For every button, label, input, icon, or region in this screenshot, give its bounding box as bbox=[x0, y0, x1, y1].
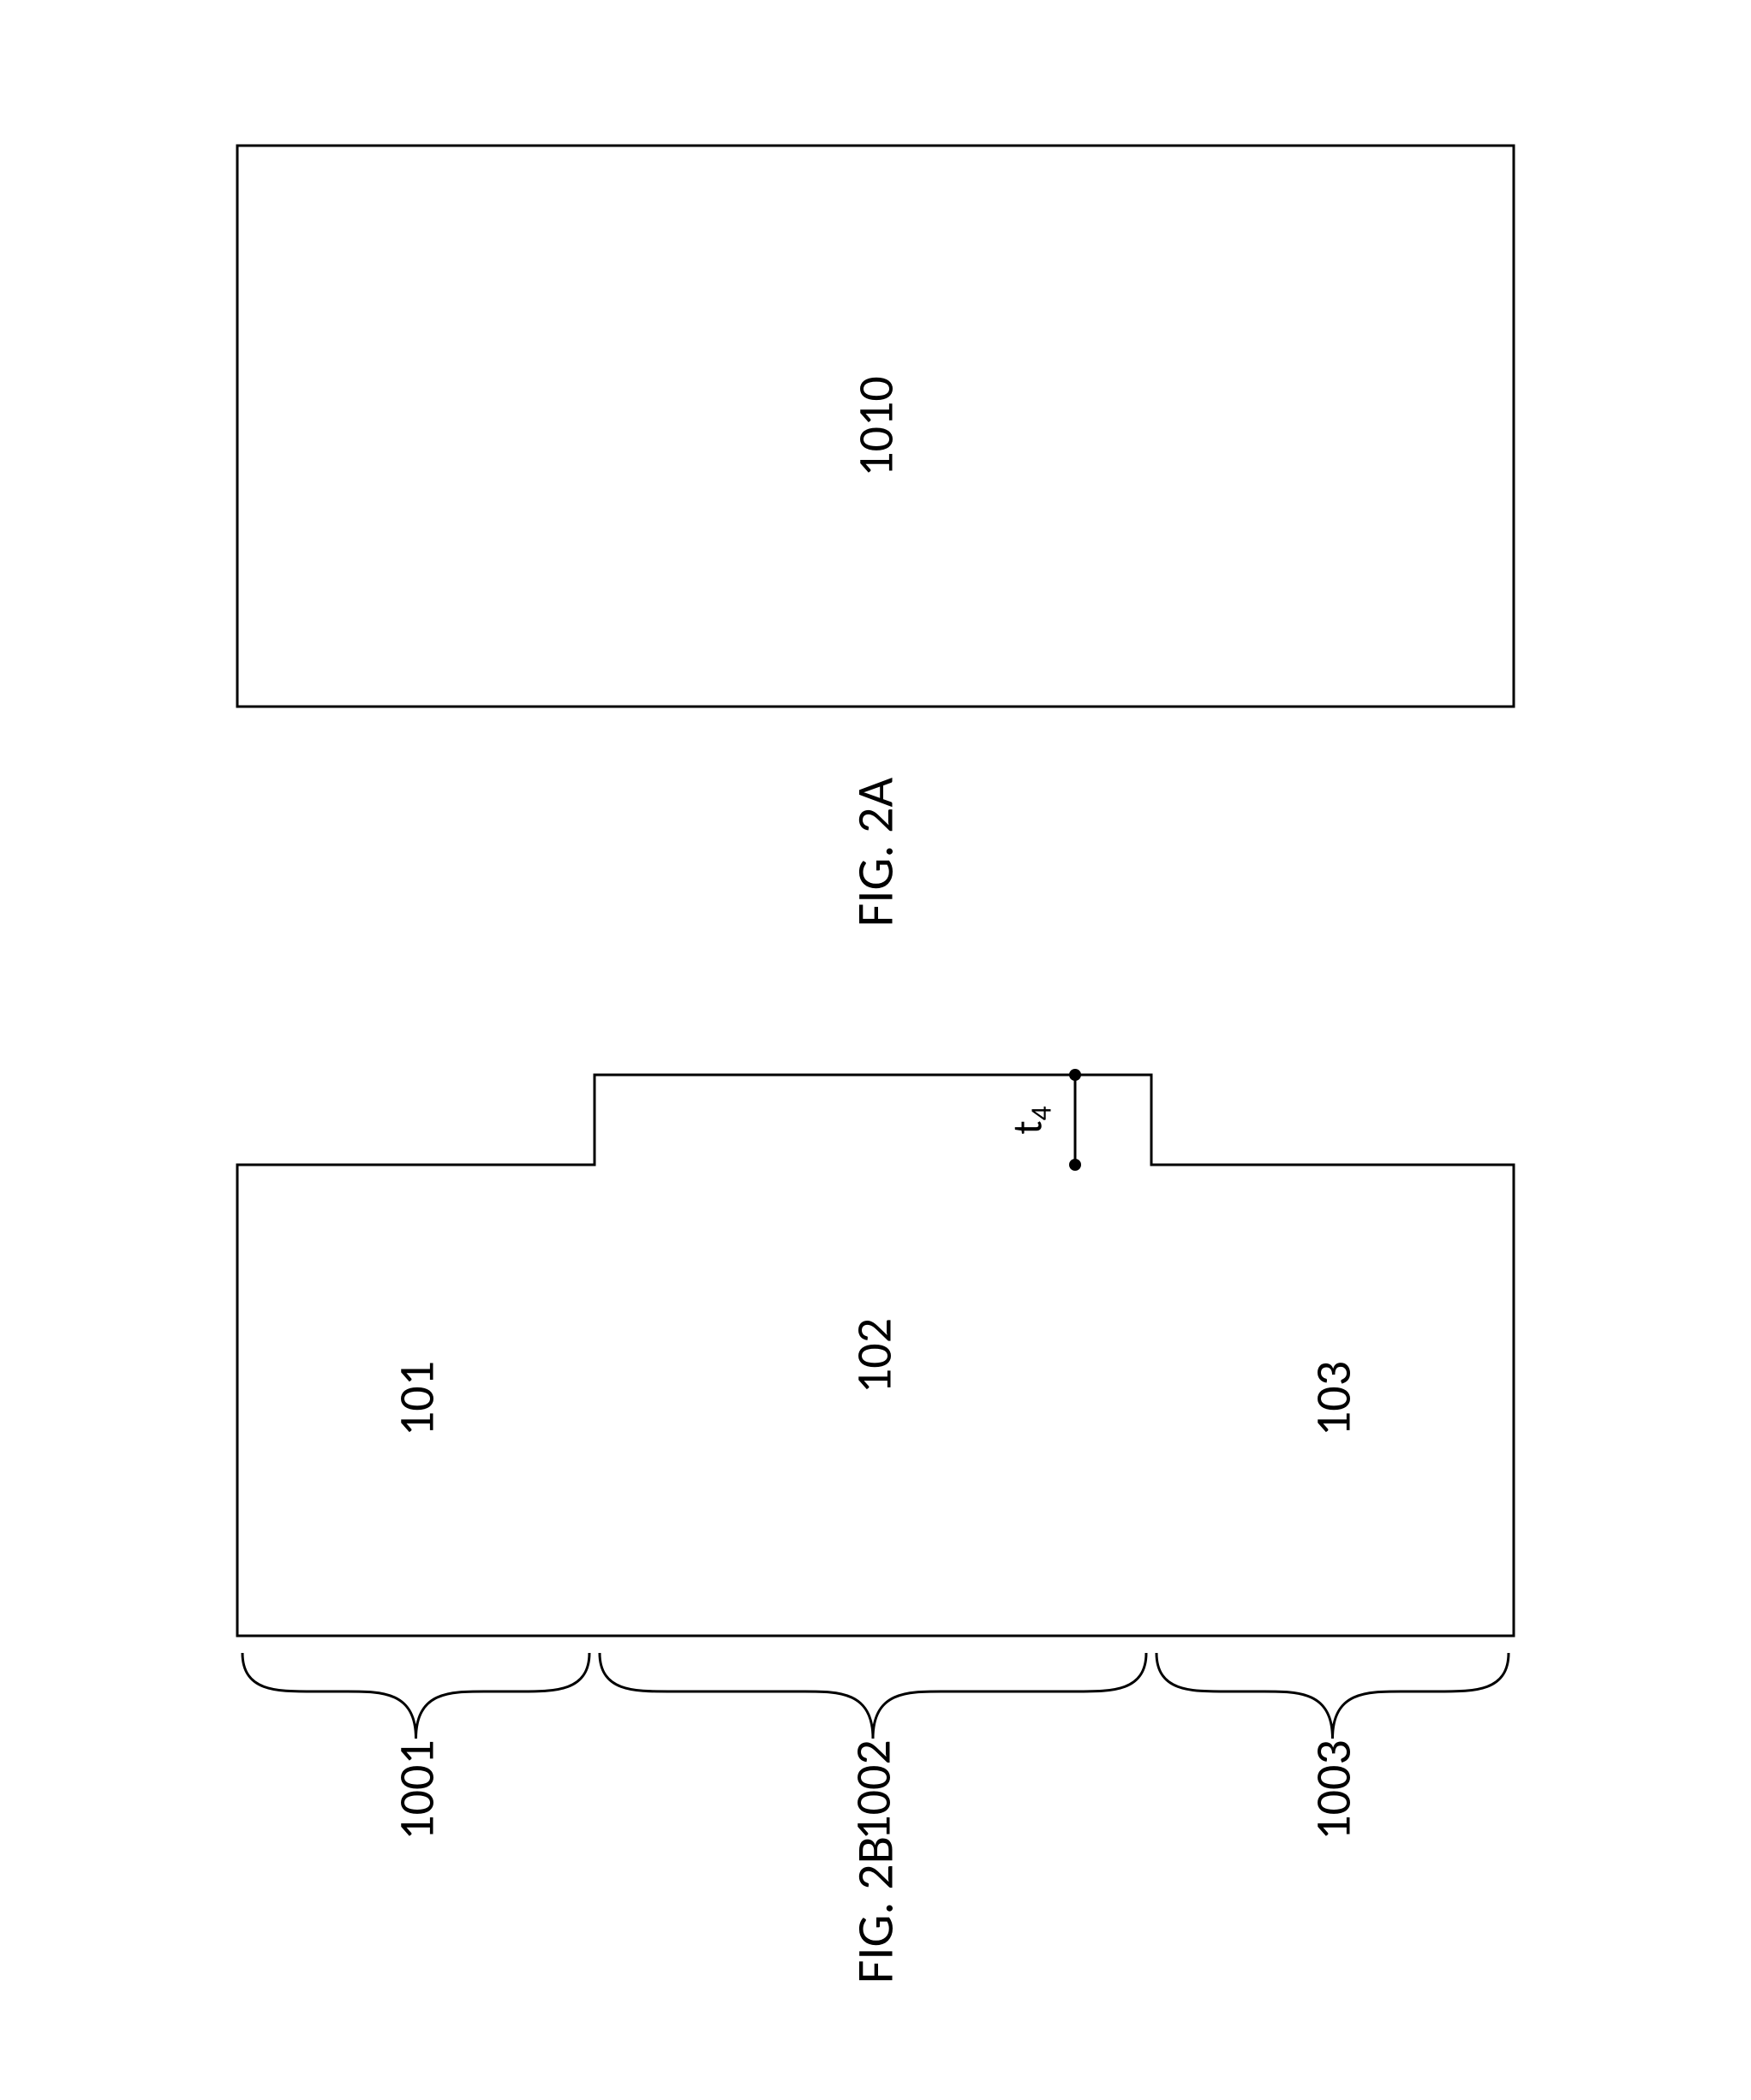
diagram-stage: 1010 FIG. 2A 101 102 103 t4 1001 1002 1003 FIG. 2… bbox=[0, 0, 1751, 2100]
bracket-label-1003: 1003 bbox=[1302, 1739, 1363, 1840]
bracket-label-1001: 1001 bbox=[385, 1739, 446, 1840]
bracket-label-1002: 1002 bbox=[843, 1739, 904, 1840]
label-102: 102 bbox=[844, 1318, 905, 1393]
fig-2b-title: FIG. 2B bbox=[845, 1836, 907, 1984]
label-101: 101 bbox=[386, 1361, 447, 1436]
label-103: 103 bbox=[1303, 1361, 1364, 1436]
label-t4: t4 bbox=[1002, 1106, 1060, 1134]
fig-2a-title: FIG. 2A bbox=[845, 778, 907, 927]
label-1010: 1010 bbox=[846, 376, 906, 477]
